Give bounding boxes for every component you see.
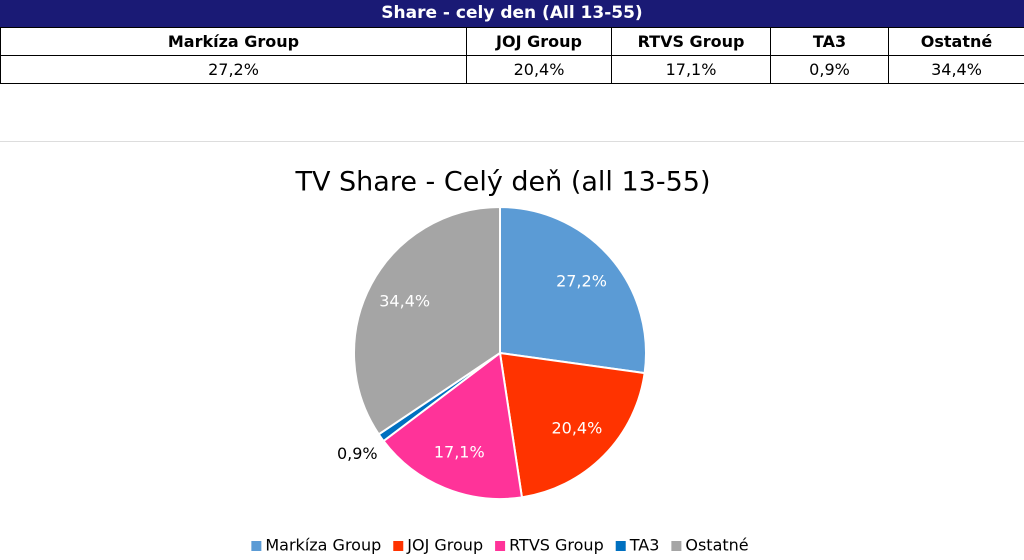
legend-swatch (671, 541, 682, 551)
legend-label: JOJ Group (406, 536, 483, 555)
pie-slice (382, 351, 524, 500)
column-header: TA3 (770, 27, 889, 56)
pie-slice (499, 205, 647, 375)
cell: 27,2% (0, 55, 467, 84)
separator (0, 141, 1024, 142)
table-title: Share - cely den (All 13-55) (0, 0, 1024, 27)
column-header: RTVS Group (611, 27, 771, 56)
legend-swatch (393, 541, 404, 551)
legend-label: TA3 (629, 536, 660, 555)
share-table: Markíza Group JOJ Group RTVS Group TA3 Ostat… (0, 27, 1024, 84)
data-label: 27,2% (556, 272, 607, 291)
chart: TV Share - Celý deň (all 13-55) 27,2% 20,… (251, 167, 749, 555)
pie-slice (498, 351, 646, 499)
column-header: JOJ Group (466, 27, 612, 56)
cell: 34,4% (888, 55, 1024, 84)
legend-label: Ostatné (685, 536, 748, 555)
legend-swatch (251, 541, 262, 551)
data-row: 27,2% 20,4% 17,1% 0,9% 34,4% (0, 55, 1024, 84)
cell: 0,9% (770, 55, 889, 84)
chart-title: TV Share - Celý deň (all 13-55) (295, 167, 711, 198)
data-label: 17,1% (434, 443, 485, 462)
column-header: Markíza Group (0, 27, 467, 56)
legend-swatch (495, 541, 506, 551)
data-label: 0,9% (337, 444, 378, 463)
cell: 17,1% (611, 55, 771, 84)
pie-slice (353, 205, 501, 436)
header-row: Markíza Group JOJ Group RTVS Group TA3 Ostat… (0, 27, 1024, 56)
data-label: 20,4% (551, 418, 602, 437)
legend-label: Markíza Group (265, 536, 381, 555)
legend-swatch (615, 541, 626, 551)
data-label: 34,4% (379, 292, 430, 311)
column-header: Ostatné (888, 27, 1024, 56)
legend-label: RTVS Group (509, 536, 604, 555)
cell: 20,4% (466, 55, 612, 84)
